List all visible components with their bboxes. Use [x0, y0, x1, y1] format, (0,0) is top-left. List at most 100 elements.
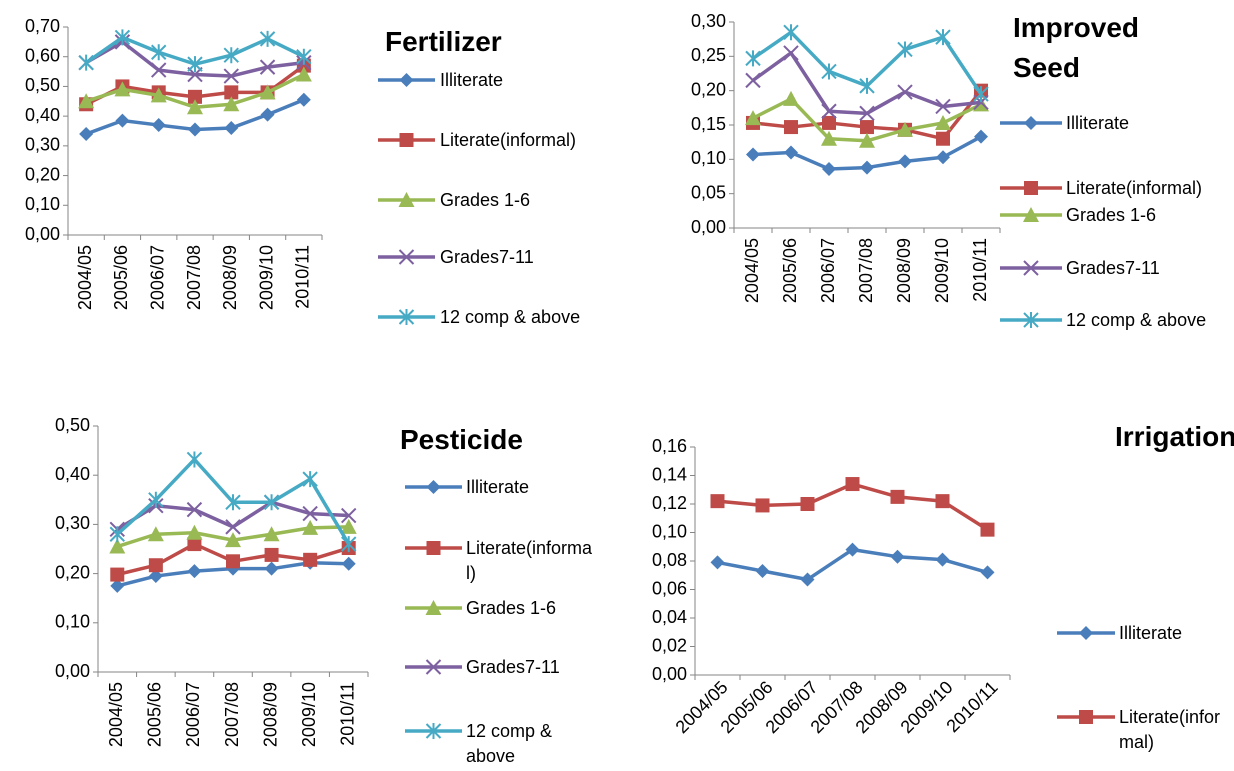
data-point	[302, 471, 318, 488]
data-point	[822, 115, 836, 130]
data-point	[187, 537, 202, 552]
data-point	[341, 507, 357, 524]
y-tick-label: 0,16	[652, 436, 687, 456]
legend-label: Literate(informal)	[1066, 178, 1203, 198]
legend-marker	[1079, 710, 1093, 724]
data-point	[784, 120, 798, 135]
data-point	[783, 90, 799, 106]
data-point	[746, 147, 760, 162]
data-point	[973, 86, 989, 103]
legend-label: Grades 1-6	[440, 190, 531, 210]
legend-label: Illiterate	[440, 70, 504, 90]
legend-label: Illiterate	[1066, 113, 1130, 133]
x-tick-label: 2009/10	[299, 682, 319, 747]
data-point	[341, 536, 357, 553]
legend-marker	[426, 480, 441, 494]
data-point	[936, 150, 950, 165]
legend-label: Grades7-11	[1066, 258, 1160, 278]
legend-marker	[1023, 207, 1039, 222]
data-point	[980, 565, 995, 580]
data-point	[264, 561, 279, 576]
x-tick-label: 2010/11	[293, 245, 313, 309]
y-tick-label: 0,20	[691, 79, 726, 99]
data-point	[110, 578, 125, 593]
legend-marker	[398, 309, 415, 325]
y-tick-label: 0,14	[652, 464, 687, 484]
x-tick-label: 2006/07	[183, 682, 203, 747]
chart-title: Pesticide	[400, 424, 523, 455]
data-point	[223, 96, 240, 112]
data-point	[114, 81, 131, 97]
x-tick-label: 2008/09	[260, 682, 280, 747]
data-point	[935, 29, 951, 46]
data-point	[821, 130, 837, 146]
legend-label: Literate(informal)	[466, 538, 593, 583]
data-point	[188, 122, 202, 137]
data-point	[148, 491, 164, 508]
data-point	[186, 451, 203, 468]
y-tick-label: 0,00	[691, 217, 726, 237]
y-tick-label: 0,40	[25, 105, 60, 125]
y-tick-label: 0,00	[25, 224, 60, 244]
y-tick-label: 0,30	[691, 11, 726, 31]
data-point	[845, 542, 860, 557]
data-point	[223, 68, 239, 84]
data-point	[897, 84, 913, 100]
data-point	[784, 145, 798, 160]
y-tick-label: 0,70	[25, 16, 60, 36]
data-point	[302, 519, 319, 535]
data-point	[860, 120, 874, 135]
legend-label: 12 comp & above	[1066, 310, 1207, 330]
legend-label: 12 comp & above	[440, 307, 581, 327]
data-point	[890, 489, 905, 504]
y-tick-label: 0,10	[25, 194, 60, 214]
legend-marker	[1023, 312, 1039, 328]
data-point	[821, 103, 837, 119]
data-point	[295, 66, 312, 82]
data-point	[187, 99, 203, 115]
x-tick-label: 2009/10	[932, 238, 952, 303]
y-tick-label: 0,05	[691, 182, 726, 202]
data-point	[710, 494, 725, 509]
data-point	[150, 87, 167, 103]
data-point	[225, 519, 241, 535]
y-tick-label: 0,00	[652, 664, 687, 684]
y-tick-label: 0,08	[652, 550, 687, 570]
data-point	[109, 526, 125, 543]
data-point	[264, 547, 279, 562]
data-point	[225, 494, 241, 511]
x-tick-label: 2006/07	[818, 238, 838, 303]
data-point	[745, 110, 761, 126]
data-point	[259, 30, 276, 47]
data-point	[151, 118, 166, 133]
legend-marker	[398, 249, 415, 265]
data-point	[115, 113, 130, 128]
y-tick-label: 0,10	[691, 148, 726, 168]
data-point	[148, 569, 163, 584]
data-point	[860, 160, 874, 175]
data-point	[79, 126, 94, 141]
data-point	[935, 114, 951, 130]
x-tick-label: 2005/06	[111, 245, 131, 310]
data-point	[710, 555, 725, 570]
legend-label: Grades7-11	[440, 247, 534, 267]
y-tick-label: 0,02	[652, 635, 687, 655]
legend-marker	[426, 541, 441, 555]
data-point	[224, 121, 239, 136]
data-point	[151, 44, 167, 61]
legend-marker	[1024, 116, 1038, 130]
data-point	[935, 552, 950, 567]
y-tick-label: 0,12	[652, 493, 687, 513]
data-point	[78, 93, 95, 109]
data-point	[755, 498, 770, 513]
data-point	[755, 563, 770, 578]
data-point	[110, 567, 125, 582]
data-point	[783, 24, 799, 41]
legend-marker	[1023, 260, 1039, 276]
legend-label: Literate(informal)	[440, 130, 577, 150]
legend-marker	[399, 133, 414, 147]
data-point	[898, 154, 912, 169]
data-point	[935, 494, 950, 509]
data-point	[259, 84, 276, 100]
